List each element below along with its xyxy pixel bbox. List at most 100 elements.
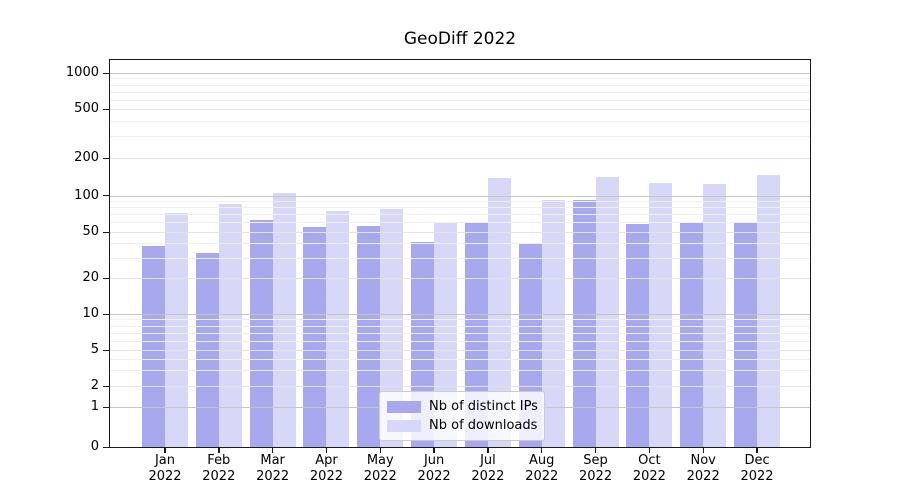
gridline-minor-70 bbox=[110, 214, 810, 216]
x-tick-label-nov: Nov 2022 bbox=[686, 453, 720, 484]
legend-swatch-distinct-ips-icon bbox=[387, 400, 421, 413]
gridline-100 bbox=[110, 195, 810, 197]
y-tick-20 bbox=[103, 277, 110, 279]
x-tick-label-dec: Dec 2022 bbox=[740, 453, 774, 484]
legend-item-downloads: Nb of downloads bbox=[387, 416, 537, 435]
x-tick-label-may: May 2022 bbox=[363, 453, 397, 484]
gridline-minor-900 bbox=[110, 78, 810, 80]
x-tick-oct bbox=[648, 448, 651, 453]
gridline-20 bbox=[110, 278, 810, 279]
bar-downloads-sep bbox=[595, 177, 619, 447]
x-tick-feb bbox=[218, 448, 220, 453]
bar-downloads-nov bbox=[703, 183, 727, 447]
plot-canvas bbox=[110, 60, 810, 447]
legend-label-downloads: Nb of downloads bbox=[429, 418, 538, 433]
bar-ips-may bbox=[357, 226, 381, 447]
x-tick-label-aug: Aug 2022 bbox=[525, 453, 559, 484]
y-tick-label-10: 10 bbox=[82, 306, 99, 321]
x-tick-jun bbox=[433, 448, 435, 453]
bar-downloads-jun bbox=[434, 221, 458, 447]
gridline-minor-90 bbox=[110, 201, 810, 203]
legend: Nb of distinct IPs Nb of downloads bbox=[379, 391, 545, 441]
gridline-minor-700 bbox=[110, 91, 810, 93]
y-tick-label-200: 200 bbox=[74, 150, 99, 165]
bar-downloads-jan bbox=[165, 212, 188, 447]
y-tick-100 bbox=[103, 195, 110, 197]
legend-item-distinct-ips: Nb of distinct IPs bbox=[387, 397, 538, 416]
gridline-1000 bbox=[110, 73, 810, 74]
y-tick-label-0: 0 bbox=[90, 439, 99, 454]
y-tick-label-5: 5 bbox=[90, 342, 99, 357]
y-tick-1000 bbox=[103, 72, 110, 74]
y-tick-5 bbox=[103, 349, 110, 351]
bar-downloads-aug bbox=[541, 200, 565, 447]
bar-ips-oct bbox=[626, 224, 650, 447]
gridline-minor-40 bbox=[110, 243, 810, 245]
gridline-5 bbox=[110, 350, 810, 351]
bar-ips-feb bbox=[195, 252, 219, 447]
x-tick-jan bbox=[164, 448, 166, 453]
gridline-minor-7 bbox=[110, 332, 810, 334]
legend-label-distinct-ips: Nb of distinct IPs bbox=[429, 399, 538, 414]
gridline-minor-60 bbox=[110, 222, 810, 224]
y-tick-2 bbox=[103, 385, 110, 387]
gridline-minor-30 bbox=[110, 257, 810, 259]
gridline-minor-9 bbox=[110, 319, 810, 321]
gridline-minor-6 bbox=[110, 340, 810, 342]
x-tick-label-jun: Jun 2022 bbox=[417, 453, 451, 484]
chart-title: GeoDiff 2022 bbox=[403, 29, 517, 49]
gridline-10 bbox=[110, 314, 810, 315]
gridline-200 bbox=[110, 158, 810, 159]
x-tick-mar bbox=[271, 448, 274, 453]
x-tick-may bbox=[379, 448, 381, 453]
y-tick-label-20: 20 bbox=[82, 270, 99, 285]
y-tick-label-50: 50 bbox=[82, 224, 99, 239]
x-tick-dec bbox=[756, 448, 758, 453]
gridline-minor-8 bbox=[110, 325, 810, 327]
y-tick-label-500: 500 bbox=[74, 101, 99, 116]
y-tick-0 bbox=[103, 446, 110, 448]
gridline-minor-3 bbox=[110, 370, 810, 372]
gridline-minor-800 bbox=[110, 84, 810, 86]
bar-downloads-oct bbox=[649, 183, 673, 447]
y-tick-label-1: 1 bbox=[90, 399, 99, 414]
x-tick-nov bbox=[702, 448, 704, 453]
gridline-500 bbox=[110, 109, 810, 110]
gridline-minor-400 bbox=[110, 120, 810, 122]
x-tick-label-jan: Jan 2022 bbox=[148, 453, 182, 484]
y-tick-500 bbox=[103, 108, 110, 110]
x-tick-label-apr: Apr 2022 bbox=[309, 453, 343, 484]
x-tick-label-mar: Mar 2022 bbox=[256, 453, 290, 484]
bar-ips-jan bbox=[142, 245, 165, 447]
y-tick-label-100: 100 bbox=[74, 187, 99, 203]
x-tick-label-sep: Sep 2022 bbox=[579, 453, 613, 484]
y-tick-50 bbox=[103, 231, 110, 233]
bar-downloads-may bbox=[380, 208, 404, 447]
x-tick-label-jul: Jul 2022 bbox=[471, 453, 505, 484]
bar-downloads-jul bbox=[487, 178, 511, 447]
x-tick-apr bbox=[325, 448, 328, 453]
y-tick-10 bbox=[103, 313, 110, 315]
bar-ips-apr bbox=[303, 226, 327, 447]
y-tick-200 bbox=[103, 157, 110, 159]
x-tick-jul bbox=[487, 448, 489, 453]
x-tick-sep bbox=[594, 448, 597, 453]
y-tick-1 bbox=[103, 406, 110, 408]
gridline-minor-80 bbox=[110, 207, 810, 209]
bar-ips-dec bbox=[734, 222, 758, 447]
x-tick-label-oct: Oct 2022 bbox=[632, 453, 666, 484]
bar-downloads-apr bbox=[326, 211, 350, 447]
gridline-minor-4 bbox=[110, 358, 810, 360]
bar-ips-sep bbox=[572, 199, 596, 447]
gridline-minor-300 bbox=[110, 136, 810, 138]
gridline-2 bbox=[110, 386, 810, 387]
bar-downloads-dec bbox=[757, 175, 781, 447]
legend-swatch-downloads-icon bbox=[387, 419, 421, 432]
y-tick-label-2: 2 bbox=[90, 378, 99, 393]
bar-ips-nov bbox=[680, 222, 704, 447]
x-tick-aug bbox=[541, 448, 543, 453]
y-tick-label-1000: 1000 bbox=[65, 65, 99, 80]
gridline-50 bbox=[110, 232, 810, 233]
gridline-minor-600 bbox=[110, 99, 810, 101]
